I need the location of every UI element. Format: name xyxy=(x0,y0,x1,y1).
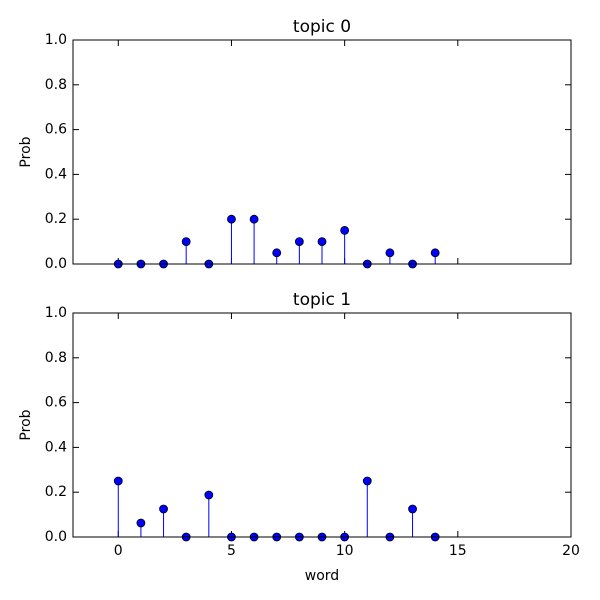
y-tick-label: 0.0 xyxy=(45,256,67,272)
marker xyxy=(340,225,350,235)
y-tick-label: 0.4 xyxy=(45,166,67,182)
marker xyxy=(408,504,417,514)
marker xyxy=(430,248,440,258)
marker xyxy=(317,237,327,247)
y-tick-label: 0.6 xyxy=(45,395,67,411)
marker xyxy=(136,518,146,528)
chart-title: topic 1 xyxy=(293,290,351,310)
marker xyxy=(272,248,282,258)
marker xyxy=(113,476,123,486)
marker xyxy=(385,248,395,258)
marker xyxy=(181,237,191,247)
y-axis-label: Prob xyxy=(18,409,34,440)
marker xyxy=(362,476,372,486)
chart-title: topic 0 xyxy=(293,17,351,37)
x-tick-label: 5 xyxy=(227,543,236,559)
y-tick-label: 0.6 xyxy=(45,122,67,138)
y-tick-label: 0.8 xyxy=(45,77,67,93)
y-tick-label: 0.0 xyxy=(45,529,67,545)
marker xyxy=(294,237,304,247)
x-tick-label: 0 xyxy=(114,543,123,559)
x-tick-label: 15 xyxy=(449,543,467,559)
y-tick-label: 1.0 xyxy=(45,305,67,321)
x-tick-label: 10 xyxy=(336,543,354,559)
y-tick-label: 1.0 xyxy=(45,32,67,48)
y-tick-label: 0.4 xyxy=(45,439,67,455)
axes-frame xyxy=(72,39,572,265)
y-axis-label: Prob xyxy=(18,136,34,167)
marker xyxy=(204,490,214,500)
marker xyxy=(249,214,259,224)
y-tick-label: 0.8 xyxy=(45,350,67,366)
axes-frame xyxy=(72,312,572,538)
marker xyxy=(159,504,168,514)
marker xyxy=(227,214,236,224)
y-tick-label: 0.2 xyxy=(45,211,67,227)
x-tick-label: 20 xyxy=(562,543,580,559)
x-axis-label: word xyxy=(305,568,339,584)
y-tick-label: 0.2 xyxy=(45,484,67,500)
